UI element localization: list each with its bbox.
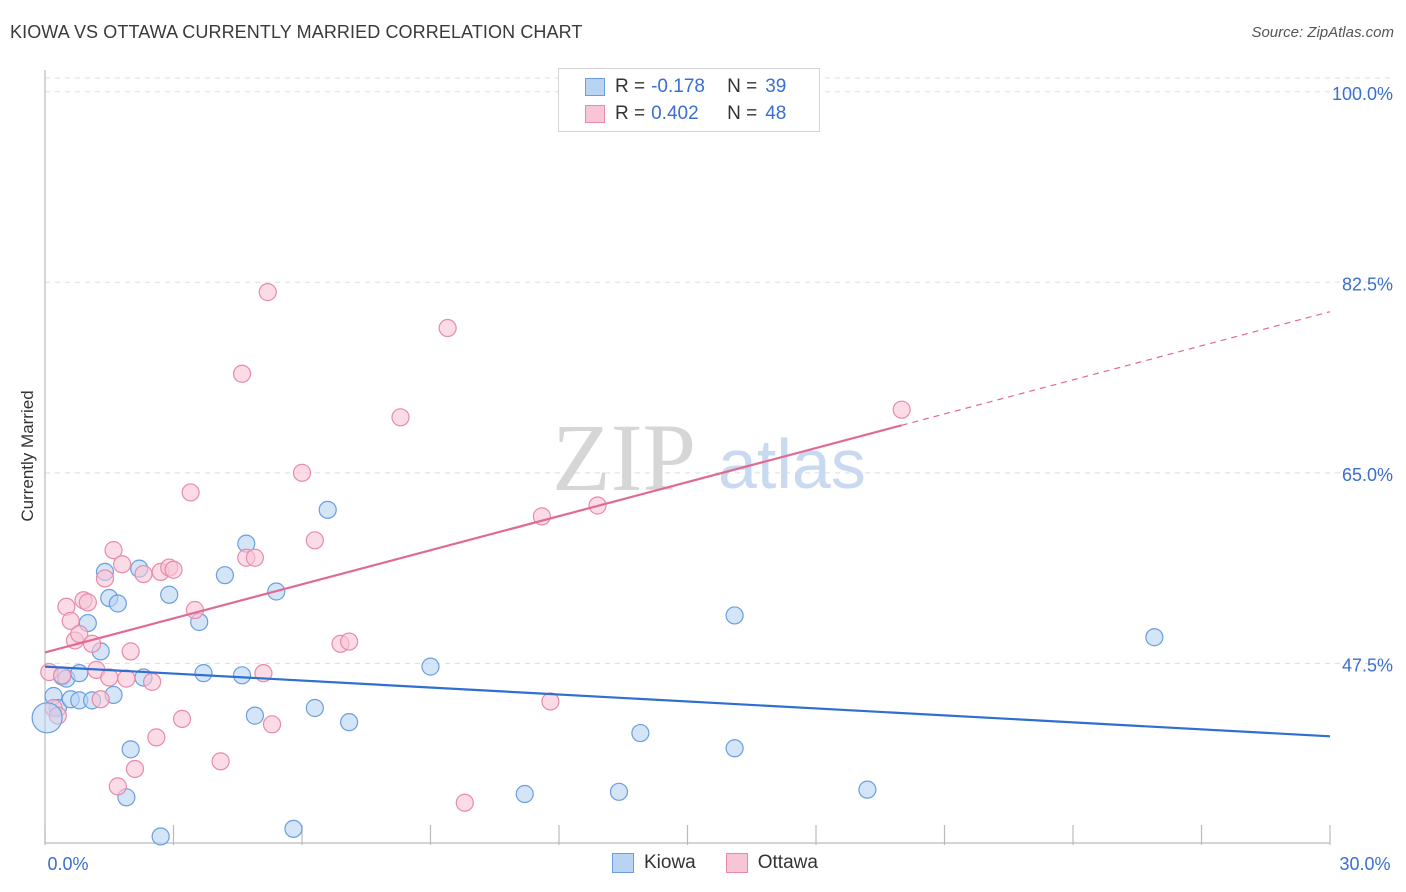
ottawa-trend-line <box>44 424 902 654</box>
correlation-legend: R = -0.178 N = 39 R = 0.402 N = 48 <box>558 68 820 132</box>
source-label: Source: ZipAtlas.com <box>1251 24 1394 41</box>
ottawa-legend-swatch <box>725 853 748 873</box>
ottawa-point <box>53 666 72 685</box>
kiowa-point <box>858 780 877 799</box>
kiowa-point <box>340 713 359 732</box>
kiowa-point <box>160 585 179 604</box>
ottawa-point <box>91 690 110 709</box>
kiowa-point <box>151 827 170 846</box>
ottawa-n-label: N = <box>727 103 758 124</box>
ottawa-point <box>95 569 115 588</box>
y-tick-label: 82.5% <box>1342 274 1393 294</box>
watermark-zip: ZIP <box>552 404 696 511</box>
ottawa-r-label: R = <box>615 103 646 124</box>
ottawa-point <box>262 715 282 734</box>
kiowa-r-value: -0.178 <box>651 76 705 97</box>
y-tick-label: 100.0% <box>1332 84 1393 104</box>
kiowa-point <box>318 500 337 519</box>
y-tick-label: 65.0% <box>1342 465 1393 485</box>
ottawa-point <box>541 692 560 711</box>
ottawa-point <box>100 668 119 687</box>
series-legend: Kiowa Ottawa <box>612 852 848 874</box>
kiowa-point <box>284 819 303 838</box>
kiowa-legend-swatch <box>612 853 634 873</box>
ottawa-point <box>232 364 252 383</box>
ottawa-n-value: 48 <box>765 103 787 124</box>
ottawa-point <box>147 728 166 747</box>
kiowa-r-label: R = <box>615 76 646 97</box>
ottawa-point <box>211 752 230 771</box>
kiowa-point <box>232 666 252 685</box>
legend-item-ottawa[interactable]: Ottawa <box>725 852 818 874</box>
ottawa-point <box>258 283 277 302</box>
ottawa-point <box>181 483 200 502</box>
y-tick-label: 47.5% <box>1342 655 1393 675</box>
ottawa-legend-label: Ottawa <box>757 852 818 873</box>
ottawa-point <box>164 560 183 579</box>
kiowa-n-label: N = <box>727 76 758 97</box>
kiowa-point <box>725 739 744 758</box>
ottawa-trend-extension <box>901 311 1331 426</box>
ottawa-swatch <box>585 105 605 123</box>
kiowa-point <box>1145 628 1164 647</box>
kiowa-legend-label: Kiowa <box>644 852 696 873</box>
x-tick-label-max: 30.0% <box>1339 854 1390 874</box>
legend-item-kiowa[interactable]: Kiowa <box>612 852 696 874</box>
kiowa-point <box>631 723 650 743</box>
ottawa-point <box>112 555 132 574</box>
ottawa-point <box>142 672 162 691</box>
kiowa-point <box>245 706 264 725</box>
kiowa-point <box>121 740 140 759</box>
kiowa-point <box>305 698 324 718</box>
ottawa-point <box>438 318 457 338</box>
ottawa-point <box>117 669 136 688</box>
ottawa-point <box>125 759 145 779</box>
ottawa-point <box>104 541 123 560</box>
chart-title: KIOWA VS OTTAWA CURRENTLY MARRIED CORREL… <box>10 22 583 42</box>
kiowa-point <box>108 594 127 613</box>
kiowa-point <box>194 664 213 683</box>
ottawa-point <box>121 642 140 661</box>
kiowa-point <box>215 566 234 585</box>
ottawa-point <box>455 793 474 812</box>
kiowa-point <box>421 657 440 676</box>
ottawa-point <box>108 777 127 796</box>
kiowa-n-value: 39 <box>765 76 787 97</box>
ottawa-point <box>134 564 153 584</box>
ottawa-point <box>78 593 97 612</box>
kiowa-point <box>725 606 744 625</box>
kiowa-trend-line <box>44 665 1331 738</box>
ottawa-point <box>245 548 264 567</box>
ottawa-r-value: 0.402 <box>651 103 699 124</box>
kiowa-point <box>609 782 629 801</box>
ottawa-point <box>305 531 324 550</box>
kiowa-point <box>515 784 534 804</box>
kiowa-point-cluster <box>31 702 63 734</box>
legend-row-ottawa: R = 0.402 N = 48 <box>585 102 786 126</box>
ottawa-point <box>892 400 911 419</box>
ottawa-point <box>391 408 410 427</box>
ottawa-point <box>340 632 359 651</box>
kiowa-swatch <box>585 78 605 96</box>
x-tick-label-min: 0.0% <box>47 854 88 874</box>
ottawa-point <box>172 709 192 728</box>
legend-row-kiowa: R = -0.178 N = 39 <box>585 75 786 99</box>
watermark-atlas: atlas <box>718 425 866 503</box>
ottawa-point <box>61 611 80 630</box>
ottawa-point <box>292 463 312 482</box>
